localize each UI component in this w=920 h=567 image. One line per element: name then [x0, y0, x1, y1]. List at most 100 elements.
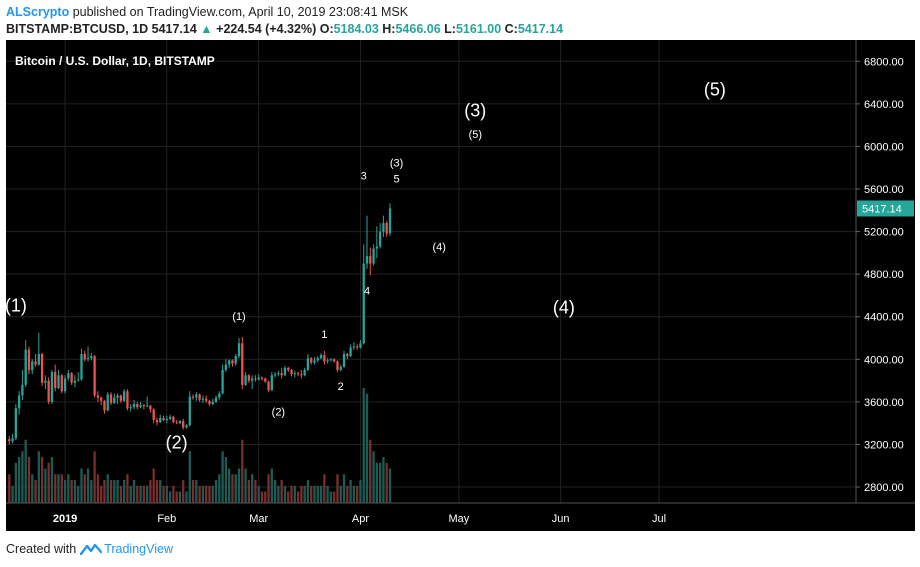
price-tick-label: 3200.00 — [864, 439, 904, 451]
wave-label: (3) — [464, 101, 486, 121]
price-tick-label: 5200.00 — [864, 227, 904, 239]
author-link[interactable]: ALScrypto — [6, 5, 70, 19]
volume-bar — [149, 480, 152, 503]
candle-body — [254, 378, 257, 380]
candle-body — [106, 394, 109, 411]
volume-bar — [80, 468, 83, 503]
volume-bar — [293, 485, 296, 503]
volume-bar — [122, 480, 126, 503]
price-tick-label: 3600.00 — [864, 397, 904, 409]
candle-body — [90, 356, 93, 359]
high-label: H: — [382, 22, 396, 36]
high-value: 5466.06 — [395, 22, 441, 36]
volume-bar — [178, 491, 182, 503]
wave-label: (4) — [553, 298, 575, 318]
candle-body — [303, 369, 306, 376]
chart-container[interactable]: (1) (2) (1) (2) 1 2 3 4 (3) 5 (4) (3) (5) (4) (5) 2800… — [5, 40, 915, 531]
volume-bar — [241, 439, 244, 503]
candle-body — [319, 355, 323, 359]
symbol-label: BITSTAMP:BTCUSD, 1D — [6, 22, 149, 36]
candle-body — [27, 349, 31, 370]
candle-body — [375, 246, 378, 249]
candle-body — [155, 419, 159, 423]
volume-bar — [83, 474, 86, 503]
candle-body — [234, 356, 237, 364]
candle-body — [182, 421, 185, 428]
candle-body — [17, 395, 21, 409]
candle-body — [14, 408, 17, 439]
candle-body — [283, 367, 287, 376]
price-chart[interactable]: (1) (2) (1) (2) 1 2 3 4 (3) 5 (4) (3) (5) (4) (5) 2800… — [5, 40, 915, 531]
candle-body — [119, 395, 123, 401]
volume-bar — [369, 439, 372, 503]
volume-bar — [191, 480, 195, 503]
volume-bar — [24, 439, 27, 503]
volume-bar — [67, 474, 70, 503]
volume-bar — [159, 480, 162, 503]
candle-body — [60, 375, 63, 392]
volume-bar — [346, 485, 349, 503]
volume-bar — [329, 491, 333, 503]
candle-body — [188, 396, 191, 426]
candle-body — [346, 353, 349, 357]
wave-label: (5) — [469, 129, 482, 141]
candle-body — [96, 395, 100, 398]
last-price-tag — [857, 200, 914, 217]
wave-label: (4) — [432, 242, 445, 254]
candle-body — [116, 395, 119, 398]
volume-bar — [231, 474, 234, 503]
candle-body — [142, 405, 145, 407]
volume-bar — [8, 474, 11, 503]
volume-bar — [333, 491, 336, 503]
published-text: published on TradingView.com, April 10, … — [72, 5, 409, 19]
time-tick-label: Apr — [352, 513, 369, 525]
volume-bar — [90, 480, 93, 503]
volume-bar — [17, 457, 21, 503]
volume-bar — [382, 457, 385, 503]
candle-body — [264, 378, 267, 382]
candle-body — [67, 373, 70, 379]
tradingview-brand-link[interactable]: TradingView — [104, 542, 173, 556]
wave-label: 2 — [338, 381, 344, 393]
volume-bar — [57, 474, 60, 503]
volume-bar — [250, 474, 254, 503]
candle-body — [280, 373, 283, 376]
chart-title: Bitcoin / U.S. Dollar, 1D, BITSTAMP — [15, 54, 215, 68]
candle-body — [149, 405, 152, 410]
time-tick-label: May — [449, 513, 470, 525]
volume-bar — [339, 485, 342, 503]
candle-body — [244, 375, 247, 385]
candle-body — [388, 208, 392, 234]
volume-bar — [162, 485, 165, 503]
candle-body — [47, 380, 50, 402]
candle-body — [326, 360, 329, 362]
volume-bar — [34, 480, 37, 503]
volume-bar — [378, 462, 382, 503]
candle-body — [70, 373, 73, 383]
volume-bar — [336, 474, 339, 503]
time-axis[interactable]: 2019 Feb Mar Apr May Jun Jul — [53, 513, 666, 525]
candle-body — [316, 358, 319, 361]
candle-body — [378, 231, 382, 247]
last-price-tag-label: 5417.14 — [862, 203, 902, 215]
candle-body — [205, 398, 208, 401]
wave-label: 5 — [393, 174, 399, 186]
volume-bar — [100, 485, 103, 503]
candle-body — [250, 378, 254, 381]
volume-bars — [8, 388, 392, 503]
candle-body — [162, 417, 165, 420]
volume-bar — [106, 474, 109, 503]
candle-body — [126, 391, 129, 409]
candle-body — [80, 353, 83, 380]
candle-body — [139, 405, 142, 408]
volume-bar — [119, 485, 123, 503]
volume-bar — [185, 491, 188, 503]
wave-annotations: (1) (2) (1) (2) 1 2 3 4 (3) 5 (4) (3) (5) (4) (5) — [5, 79, 726, 452]
volume-bar — [40, 457, 44, 503]
candle-body — [208, 400, 211, 405]
volume-bar — [359, 480, 362, 503]
volume-bar — [303, 485, 306, 503]
candle-body — [195, 394, 198, 398]
volume-bar — [287, 491, 290, 503]
price-axis[interactable]: 2800.00 3200.00 3600.00 4000.00 4400.00 4800.… — [856, 56, 904, 494]
